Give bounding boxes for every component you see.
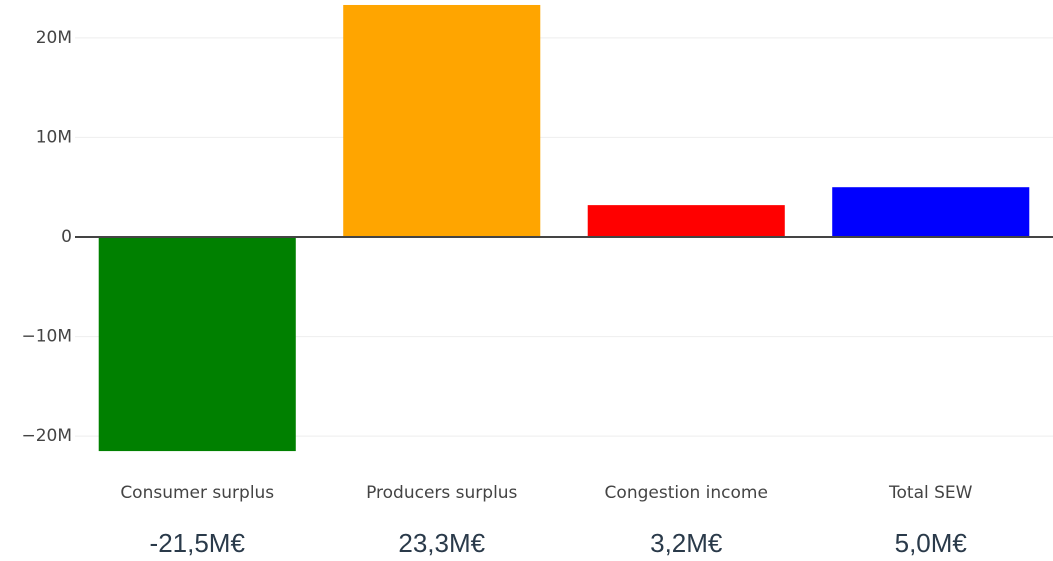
- value-label: 23,3M€: [398, 528, 485, 558]
- x-tick-label: Congestion income: [605, 483, 768, 503]
- value-label: 5,0M€: [895, 528, 968, 558]
- x-tick-label: Consumer surplus: [120, 483, 274, 503]
- x-tick-label: Total SEW: [888, 483, 973, 503]
- x-tick-label: Producers surplus: [366, 483, 517, 503]
- bar: [832, 187, 1030, 237]
- bar: [587, 205, 785, 237]
- bar: [98, 236, 296, 452]
- y-tick-label: −10M: [21, 327, 72, 347]
- value-label: 3,2M€: [650, 528, 723, 558]
- y-tick-label: 20M: [36, 28, 72, 48]
- y-tick-label: 10M: [36, 127, 72, 147]
- value-label: -21,5M€: [150, 528, 246, 558]
- y-tick-label: −20M: [21, 426, 72, 446]
- bar: [343, 4, 541, 237]
- y-tick-label: 0: [61, 227, 72, 247]
